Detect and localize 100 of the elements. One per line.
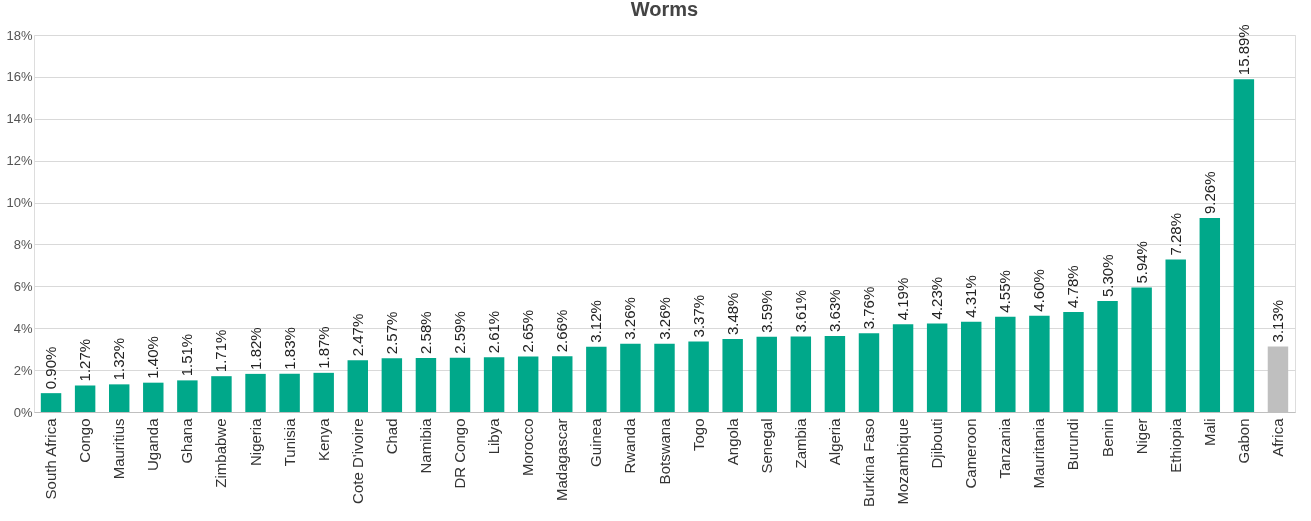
data-label: 4.78% [1064,265,1082,308]
bar [586,346,607,412]
x-tick-label: Angola [723,417,741,466]
x-tick-label: Benin [1098,418,1116,457]
bar [108,384,130,412]
data-label: 4.23% [928,276,946,320]
x-tick-label: South Africa [42,417,60,500]
bar [654,343,675,412]
data-label: 1.32% [110,337,128,381]
x-tick-label: Cameroon [962,418,980,489]
bar [620,343,641,412]
y-tick-label: 18% [6,27,33,43]
bar [858,333,880,412]
data-label: 2.59% [451,311,469,354]
bar [756,336,777,412]
data-label: 3.12% [587,300,605,343]
y-tick-label: 14% [6,111,33,127]
x-tick-label: Tunisia [280,417,298,467]
x-tick-label: Zambia [791,417,809,469]
x-tick-label: Nigeria [246,417,264,467]
x-tick-label: Madagascar [553,418,571,502]
x-tick-label: Namibia [416,417,434,474]
bar [1131,287,1152,412]
bar [926,323,948,412]
data-label: 3.61% [791,289,809,333]
data-label: 2.58% [416,311,434,354]
x-tick-label: Libya [485,417,503,455]
x-tick-label: Senegal [757,418,775,474]
bar [74,385,96,412]
x-tick-label: Zimbabwe [212,418,230,488]
bar [40,393,62,412]
data-label: 2.66% [553,309,571,353]
x-tick-label: Tanzania [996,417,1014,479]
bar [552,356,573,412]
x-tick-label: Niger [1132,418,1150,455]
bar [279,373,300,412]
data-label: 7.28% [1166,212,1184,256]
x-tick-label: Burundi [1064,418,1082,471]
x-tick-label: Botswana [655,417,673,485]
x-tick-label: Chad [382,418,400,455]
y-tick-label: 12% [6,153,33,169]
data-label: 3.76% [859,286,877,330]
x-tick-label: Mozambique [894,418,912,505]
data-label: 4.55% [996,270,1014,313]
bar [245,373,266,412]
x-tick-label: Mauritius [110,418,128,480]
bar [790,336,812,412]
x-tick-label: Mali [1200,418,1218,447]
data-label: 5.94% [1132,241,1150,284]
x-tick-label: Morocco [519,418,537,477]
y-tick-label: 16% [6,69,33,85]
y-tick-label: 8% [13,236,33,252]
bar [177,380,198,412]
bar [347,360,368,412]
data-label: 4.31% [962,275,980,318]
data-label: 1.83% [280,327,298,370]
data-label: 1.27% [76,338,94,382]
bar [381,358,403,412]
x-tick-label: Uganda [144,417,162,472]
data-label: 3.59% [757,290,775,333]
bar [1029,315,1050,412]
bar [517,356,539,412]
data-label: 2.57% [382,311,400,355]
x-tick-label: Guinea [587,417,605,467]
data-label: 2.65% [519,309,537,353]
bar [449,357,471,412]
bar [211,376,232,412]
data-label: 4.60% [1030,269,1048,312]
x-tick-label: Cote D'ivoire [348,418,366,504]
bar [1165,259,1186,412]
x-tick-label: DR Congo [451,418,469,489]
data-label: 5.30% [1098,254,1116,297]
y-tick-label: 0% [13,404,33,420]
data-label: 2.47% [348,313,366,357]
x-tick-label: Africa [1268,417,1286,457]
bar [722,339,743,412]
x-tick-label: Congo [76,418,94,463]
data-label: 1.82% [246,327,264,370]
x-tick-label: Rwanda [621,417,639,474]
chart-title: Worms [630,0,699,21]
data-label: 4.19% [894,277,912,321]
bar [143,382,164,412]
data-label: 9.26% [1200,171,1218,215]
x-tick-label: Mauritania [1030,417,1048,489]
data-label: 1.51% [178,333,196,377]
bar [961,321,982,412]
bar [1199,218,1221,412]
y-tick-label: 2% [13,362,33,378]
x-tick-label: Ethiopia [1166,417,1184,473]
x-tick-label: Burkina Faso [859,418,877,507]
data-label: 3.37% [689,294,707,338]
y-tick-label: 6% [13,278,33,294]
data-label: 3.26% [621,297,639,340]
data-label: 3.13% [1268,299,1286,343]
data-label: 1.71% [212,329,230,373]
x-tick-label: Ghana [178,417,196,464]
bar [1233,79,1255,412]
x-tick-label: Djibouti [928,418,946,469]
data-label: 3.26% [655,297,673,340]
bar [688,341,709,412]
